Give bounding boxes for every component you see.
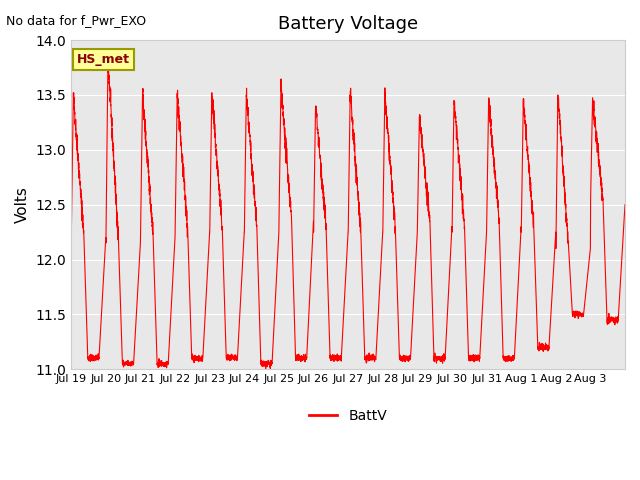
Legend: BattV: BattV <box>304 403 392 428</box>
Text: No data for f_Pwr_EXO: No data for f_Pwr_EXO <box>6 14 147 27</box>
Title: Battery Voltage: Battery Voltage <box>278 15 418 33</box>
Y-axis label: Volts: Volts <box>15 186 30 223</box>
Text: HS_met: HS_met <box>77 53 130 66</box>
